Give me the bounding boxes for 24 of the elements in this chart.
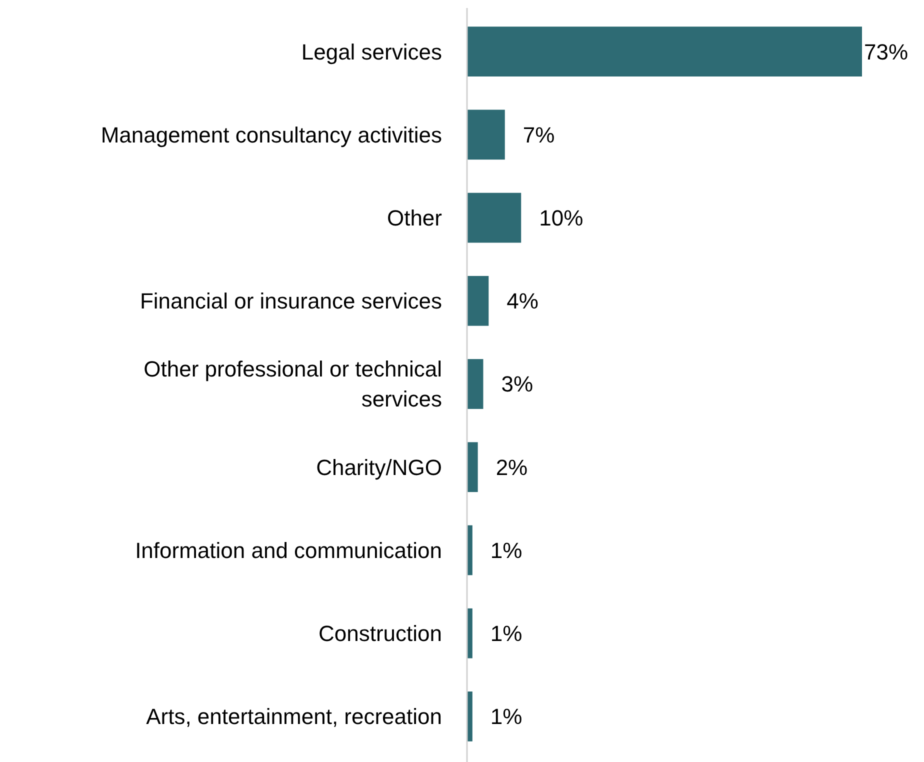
data-label: 7% — [522, 122, 555, 148]
y-tick-label: Other — [386, 205, 442, 230]
data-label: 2% — [496, 454, 528, 480]
y-tick-label: Legal services — [301, 39, 442, 64]
y-tick-label: Construction — [318, 621, 442, 646]
data-label: 73% — [864, 39, 908, 64]
bar — [467, 359, 484, 409]
data-label: 1% — [490, 538, 522, 563]
y-tick-label: Arts, entertainment, recreation — [146, 704, 442, 730]
bar — [467, 442, 478, 492]
y-tick-label: Other professional or technical services — [144, 356, 442, 412]
y-tick-label: Information and communication — [135, 538, 442, 563]
y-tick-label: Management consultancy activities — [100, 122, 442, 148]
data-label: 1% — [490, 704, 522, 730]
bar — [467, 276, 489, 326]
data-label: 1% — [490, 621, 522, 646]
bar — [467, 110, 505, 160]
data-label: 3% — [501, 372, 534, 397]
bar — [467, 26, 862, 76]
data-label: 10% — [539, 205, 584, 230]
data-label: 4% — [506, 288, 538, 314]
bar — [467, 192, 522, 243]
y-tick-label: Charity/NGO — [316, 454, 442, 480]
y-tick-label: Financial or insurance services — [140, 288, 442, 314]
